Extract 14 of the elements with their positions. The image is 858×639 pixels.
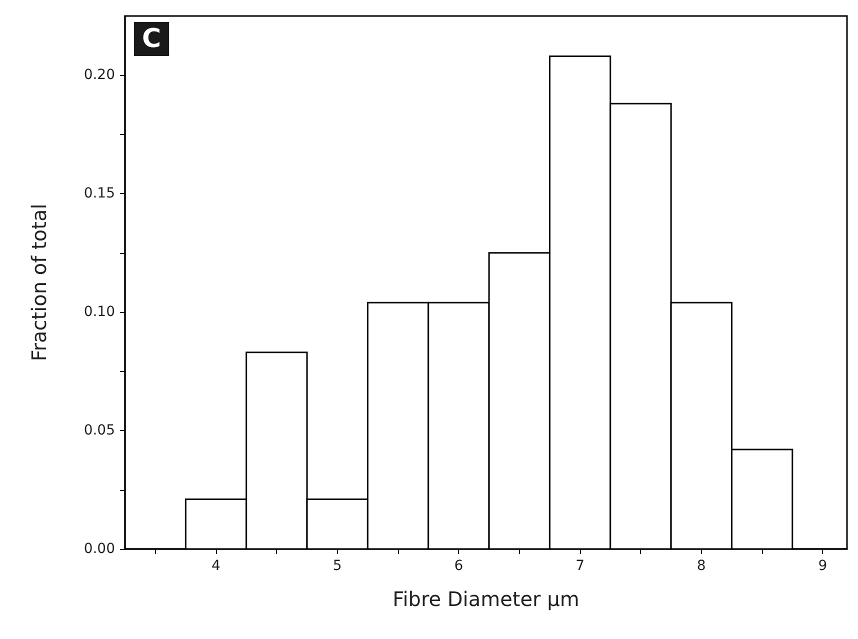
y-tick-label: 0.20 [84, 67, 115, 84]
x-tick-label: 8 [696, 558, 706, 574]
x-tick-label: 7 [576, 558, 585, 574]
x-tick-label: 9 [818, 558, 828, 574]
y-tick-label: 0.00 [84, 541, 115, 557]
y-tick-label: 0.10 [84, 304, 115, 320]
annotation: C [142, 24, 162, 54]
y-tick-label: 0.05 [84, 422, 115, 439]
x-axis-title: Fibre Diameter µm [392, 587, 580, 611]
y-tick-label: 0.15 [84, 186, 115, 202]
x-tick-label: 4 [212, 558, 221, 574]
x-tick-label: 6 [454, 558, 464, 574]
x-tick-label: 5 [332, 558, 342, 574]
y-axis-title: Fraction of total [27, 204, 51, 362]
